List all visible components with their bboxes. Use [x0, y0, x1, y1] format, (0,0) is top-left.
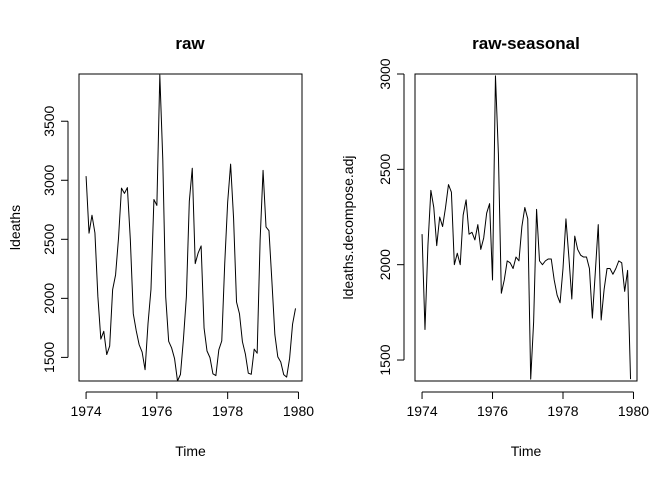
- x-tick-label: 1978: [547, 403, 578, 419]
- x-tick-label: 1976: [477, 403, 508, 419]
- series-line: [421, 75, 632, 380]
- y-tick-label: 1500: [377, 344, 393, 375]
- y-tick-label: 3000: [41, 164, 57, 195]
- x-axis-label: Time: [511, 443, 542, 459]
- x-tick-label: 1976: [141, 403, 172, 419]
- y-tick-label: 2000: [377, 249, 393, 280]
- y-tick-label: 3000: [377, 58, 393, 89]
- x-axis-label: Time: [175, 443, 206, 459]
- y-tick-label: 2500: [377, 154, 393, 185]
- chart-panel-2: raw-seasonal 1974 1976 1978 1980 Time 1500 2000…: [340, 34, 649, 459]
- y-axis-label: ldeaths.decompose.adj: [340, 156, 356, 300]
- x-tick-label: 1974: [71, 403, 102, 419]
- x-tick-label: 1974: [406, 403, 437, 419]
- x-tick-label: 1980: [283, 403, 314, 419]
- y-tick-label: 3500: [41, 105, 57, 136]
- y-tick-label: 2000: [41, 283, 57, 314]
- y-tick-label: 1500: [41, 342, 57, 373]
- y-tick-label: 2500: [41, 224, 57, 255]
- chart-title: raw: [175, 34, 205, 53]
- plot-frame: [414, 73, 638, 382]
- series-line: [85, 74, 297, 382]
- y-axis-label: ldeaths: [7, 205, 23, 250]
- chart-panel-1: raw 1974 1976 1978 1980 Time 1500 2000 2500 3000 3…: [7, 34, 314, 459]
- x-tick-label: 1980: [618, 403, 649, 419]
- x-tick-label: 1978: [212, 403, 243, 419]
- plot-frame: [78, 73, 303, 382]
- chart-title: raw-seasonal: [472, 34, 580, 53]
